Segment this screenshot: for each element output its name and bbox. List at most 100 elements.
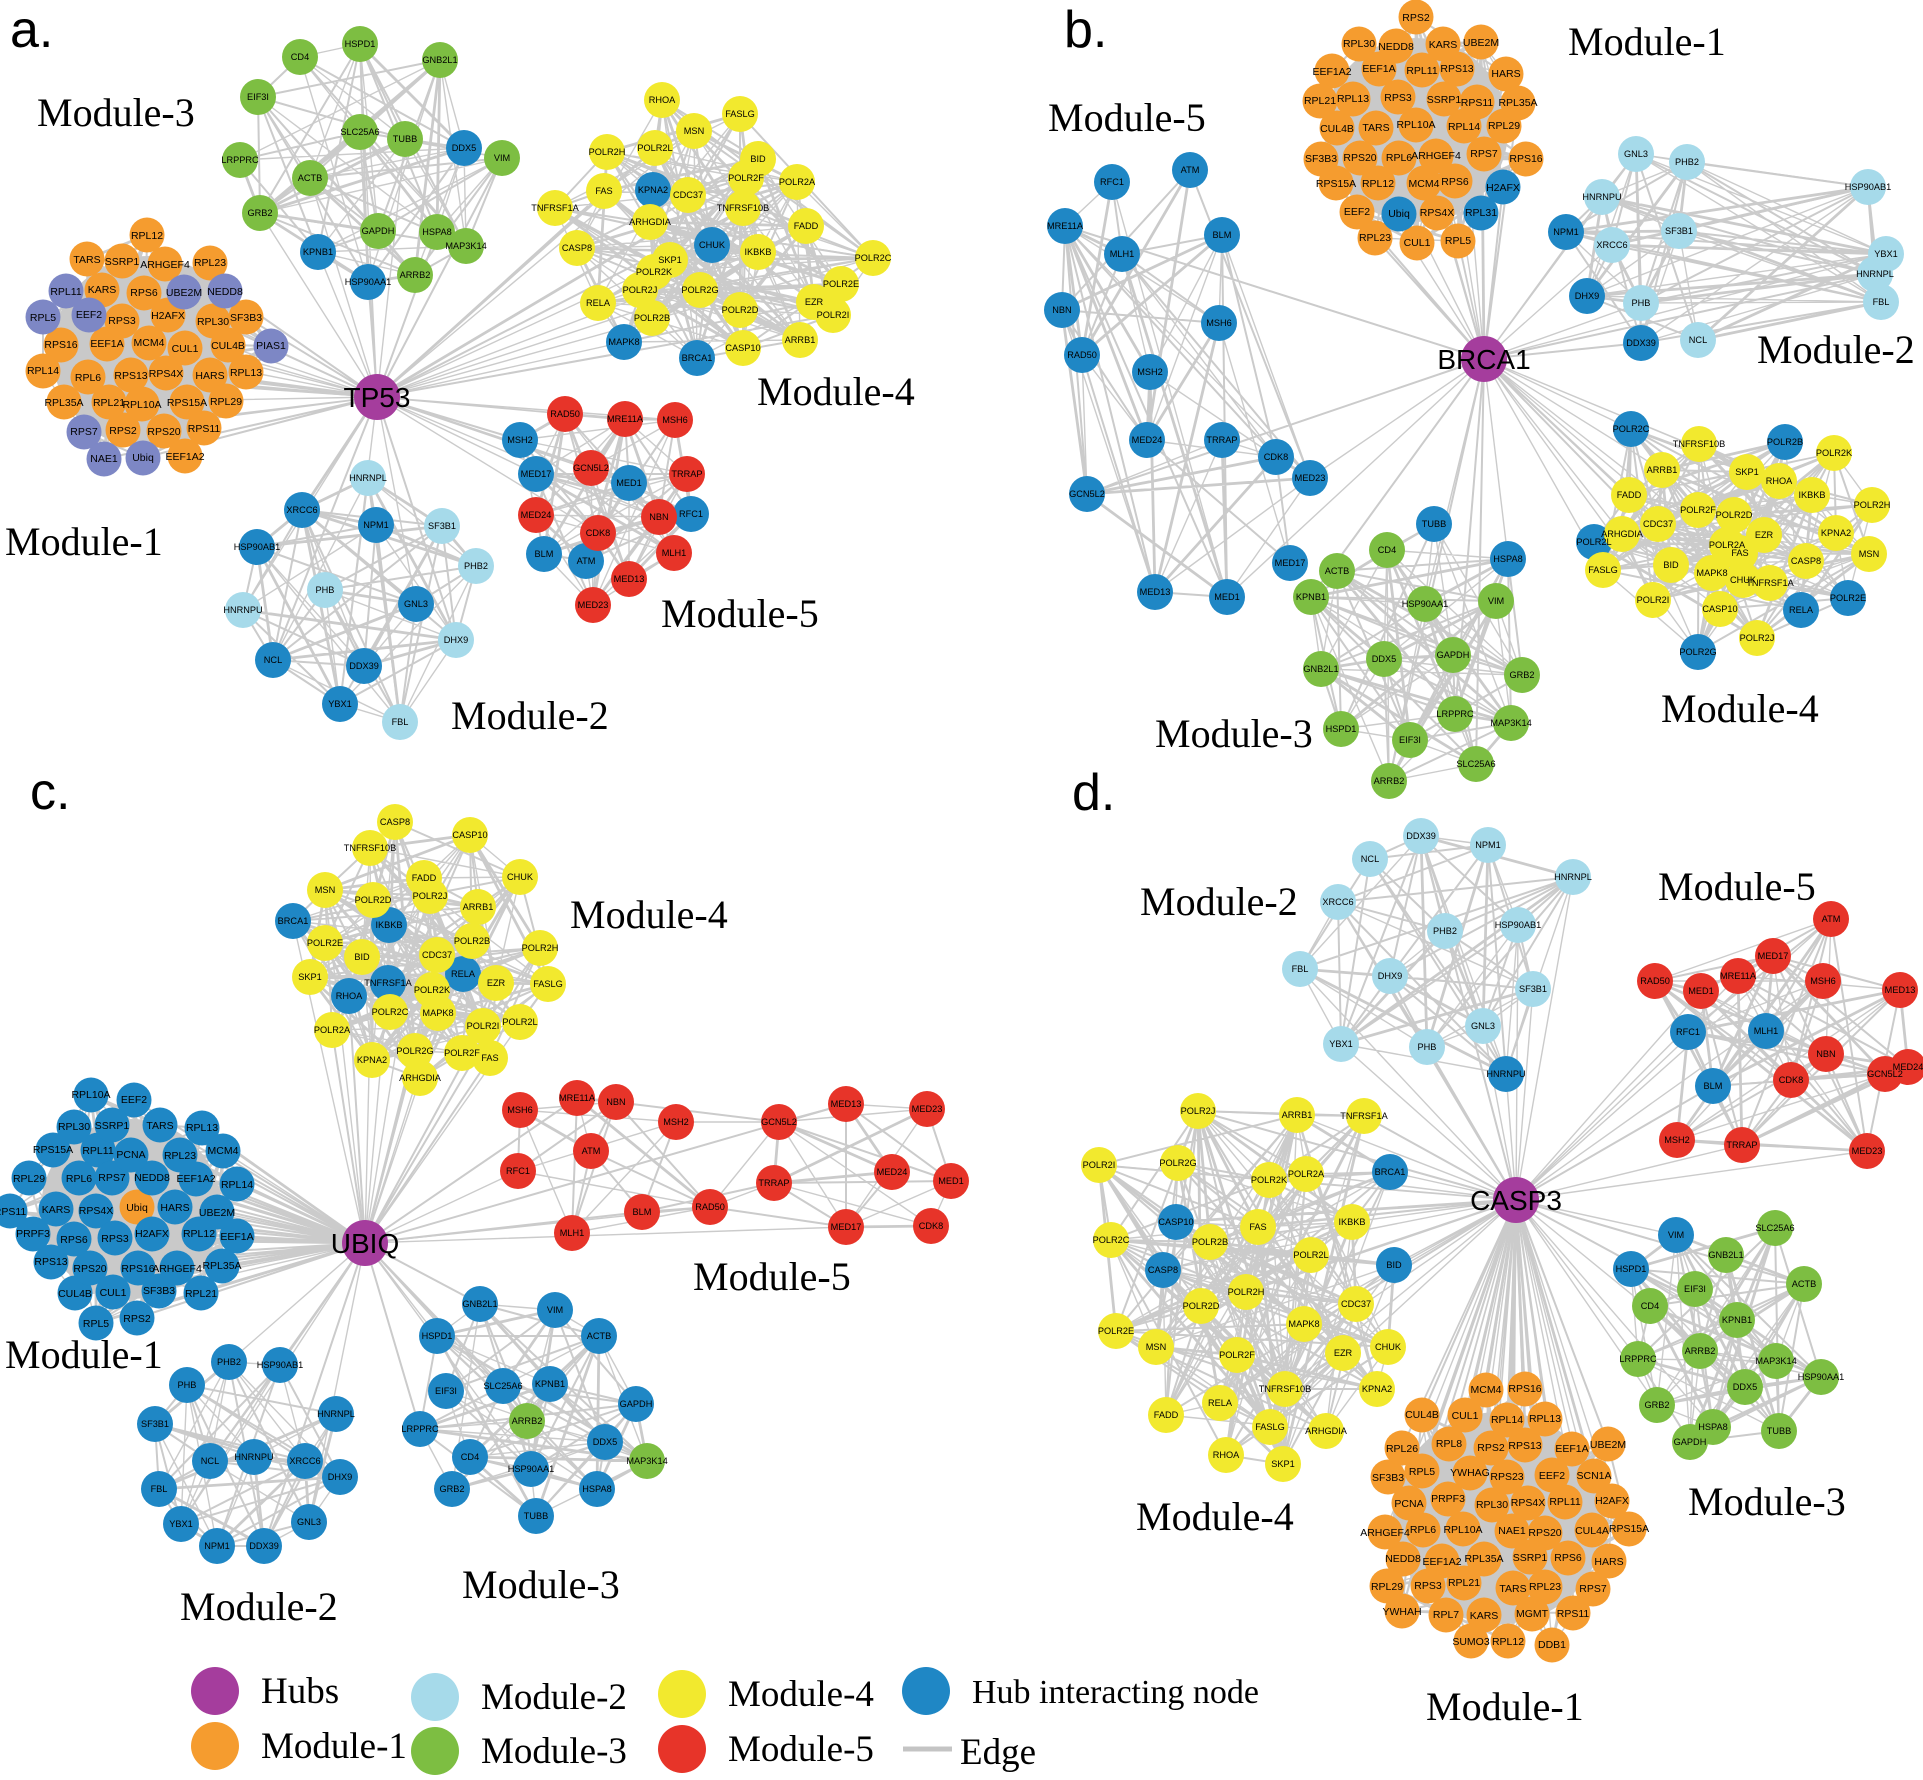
svg-text:ARRB1: ARRB1 xyxy=(1282,1110,1313,1120)
svg-text:POLR2C: POLR2C xyxy=(1093,1235,1130,1245)
svg-text:RPL21: RPL21 xyxy=(185,1288,217,1300)
svg-text:RPS20: RPS20 xyxy=(1528,1527,1561,1539)
svg-text:POLR2H: POLR2H xyxy=(1228,1287,1265,1297)
svg-text:RPL30: RPL30 xyxy=(58,1121,90,1133)
svg-text:HSPA8: HSPA8 xyxy=(1698,1422,1727,1432)
svg-text:YBX1: YBX1 xyxy=(169,1519,193,1529)
svg-text:SLC25A6: SLC25A6 xyxy=(1755,1223,1794,1233)
svg-text:FBL: FBL xyxy=(392,717,409,727)
svg-text:Hubs: Hubs xyxy=(261,1671,339,1712)
svg-text:CUL4B: CUL4B xyxy=(211,340,245,352)
svg-text:POLR2C: POLR2C xyxy=(372,1007,409,1017)
svg-text:NEDD8: NEDD8 xyxy=(134,1172,170,1184)
svg-text:CDK8: CDK8 xyxy=(1779,1075,1804,1085)
svg-text:RPL14: RPL14 xyxy=(27,365,59,377)
svg-text:HSP90AA1: HSP90AA1 xyxy=(345,277,391,287)
svg-text:KPNB1: KPNB1 xyxy=(1722,1315,1752,1325)
svg-text:ARHGDIA: ARHGDIA xyxy=(629,217,672,227)
svg-text:EZR: EZR xyxy=(805,297,824,307)
svg-text:HNRNPU: HNRNPU xyxy=(1486,1069,1525,1079)
svg-text:RPL14: RPL14 xyxy=(1448,121,1480,133)
svg-text:ARRB2: ARRB2 xyxy=(1374,776,1405,786)
svg-text:RPL29: RPL29 xyxy=(1371,1581,1403,1593)
svg-text:RPL13: RPL13 xyxy=(1337,93,1369,105)
svg-text:CHUK: CHUK xyxy=(1375,1342,1402,1352)
svg-text:PHB: PHB xyxy=(1632,298,1651,308)
svg-text:POLR2K: POLR2K xyxy=(414,985,451,995)
svg-text:NPM1: NPM1 xyxy=(1475,840,1501,850)
svg-text:Module-3: Module-3 xyxy=(462,1562,620,1607)
svg-text:RPS6: RPS6 xyxy=(60,1234,88,1246)
svg-text:HSP90AA1: HSP90AA1 xyxy=(1402,599,1448,609)
svg-text:PHB2: PHB2 xyxy=(464,561,488,571)
svg-text:SF3B3: SF3B3 xyxy=(1305,153,1337,165)
svg-text:POLR2K: POLR2K xyxy=(1816,448,1853,458)
svg-text:GNB2L1: GNB2L1 xyxy=(1303,664,1338,674)
svg-text:ARRB1: ARRB1 xyxy=(1647,465,1678,475)
svg-text:MED17: MED17 xyxy=(521,469,552,479)
svg-text:NBN: NBN xyxy=(1816,1049,1835,1059)
svg-text:POLR2L: POLR2L xyxy=(1576,537,1611,547)
svg-text:ACTB: ACTB xyxy=(1792,1279,1817,1289)
svg-text:ATM: ATM xyxy=(1181,165,1200,175)
svg-text:MED23: MED23 xyxy=(1852,1146,1883,1156)
svg-text:MLH1: MLH1 xyxy=(1110,249,1135,259)
svg-text:POLR2L: POLR2L xyxy=(1293,1250,1328,1260)
svg-text:RPS6: RPS6 xyxy=(130,287,158,299)
svg-text:HNRNPU: HNRNPU xyxy=(223,605,262,615)
svg-text:ARRB1: ARRB1 xyxy=(463,902,494,912)
svg-text:RPL29: RPL29 xyxy=(13,1173,45,1185)
svg-text:POLR2F: POLR2F xyxy=(1219,1350,1255,1360)
svg-text:RFC1: RFC1 xyxy=(506,1166,530,1176)
svg-text:HNRNPL: HNRNPL xyxy=(317,1409,355,1419)
svg-text:BID: BID xyxy=(354,952,370,962)
svg-text:GAPDH: GAPDH xyxy=(620,1399,653,1409)
svg-text:RPL13: RPL13 xyxy=(230,367,262,379)
svg-text:CD4: CD4 xyxy=(291,52,309,62)
svg-text:IKBKB: IKBKB xyxy=(375,920,402,930)
svg-text:FBL: FBL xyxy=(1873,297,1890,307)
svg-text:PHB: PHB xyxy=(316,585,335,595)
svg-text:Module-4: Module-4 xyxy=(757,369,915,414)
svg-text:UBE2M: UBE2M xyxy=(199,1207,235,1219)
svg-text:KPNB1: KPNB1 xyxy=(535,1379,565,1389)
svg-text:CASP10: CASP10 xyxy=(452,830,487,840)
svg-text:MED13: MED13 xyxy=(1885,985,1916,995)
svg-text:Edge: Edge xyxy=(960,1732,1036,1773)
svg-text:Module-4: Module-4 xyxy=(1136,1494,1294,1539)
svg-text:BRCA1: BRCA1 xyxy=(682,353,713,363)
svg-text:Module-5: Module-5 xyxy=(728,1729,874,1770)
svg-text:RPL35A: RPL35A xyxy=(202,1260,241,1272)
svg-text:RPL29: RPL29 xyxy=(210,396,242,408)
svg-text:POLR2L: POLR2L xyxy=(502,1017,537,1027)
svg-text:RPL35A: RPL35A xyxy=(1464,1553,1503,1565)
svg-text:NCL: NCL xyxy=(1361,854,1379,864)
svg-text:HSP90AB1: HSP90AB1 xyxy=(1495,920,1541,930)
svg-text:RPL10A: RPL10A xyxy=(71,1089,110,1101)
svg-text:GNB2L1: GNB2L1 xyxy=(1708,1250,1743,1260)
svg-text:TNFRSF10B: TNFRSF10B xyxy=(1673,439,1726,449)
svg-text:DDX39: DDX39 xyxy=(249,1541,279,1551)
svg-text:HARS: HARS xyxy=(1491,68,1520,80)
svg-text:RPS16: RPS16 xyxy=(1508,1383,1541,1395)
svg-text:RAD50: RAD50 xyxy=(1640,976,1670,986)
svg-text:Hub interacting node: Hub interacting node xyxy=(972,1674,1259,1711)
svg-text:UBE2M: UBE2M xyxy=(1590,1439,1626,1451)
svg-text:GCN5L2: GCN5L2 xyxy=(1069,489,1105,499)
svg-text:POLR2J: POLR2J xyxy=(1181,1106,1216,1116)
svg-text:DDX39: DDX39 xyxy=(1406,831,1436,841)
svg-text:TNFRSF1A: TNFRSF1A xyxy=(1746,578,1794,588)
svg-text:EEF1A: EEF1A xyxy=(220,1231,253,1243)
svg-text:RPS15A: RPS15A xyxy=(167,397,207,409)
svg-text:VIM: VIM xyxy=(1668,1230,1684,1240)
svg-text:Module-1: Module-1 xyxy=(1568,19,1726,64)
svg-text:RPL10A: RPL10A xyxy=(1396,119,1435,131)
svg-text:H2AFX: H2AFX xyxy=(1595,1495,1629,1507)
svg-text:RPL35A: RPL35A xyxy=(1498,97,1537,109)
svg-text:HARS: HARS xyxy=(1594,1556,1623,1568)
svg-text:POLR2E: POLR2E xyxy=(823,279,859,289)
svg-text:RPS11: RPS11 xyxy=(0,1206,26,1218)
svg-text:RPL23: RPL23 xyxy=(1529,1581,1561,1593)
svg-text:FAS: FAS xyxy=(1249,1222,1266,1232)
svg-text:RPS11: RPS11 xyxy=(1557,1608,1590,1620)
